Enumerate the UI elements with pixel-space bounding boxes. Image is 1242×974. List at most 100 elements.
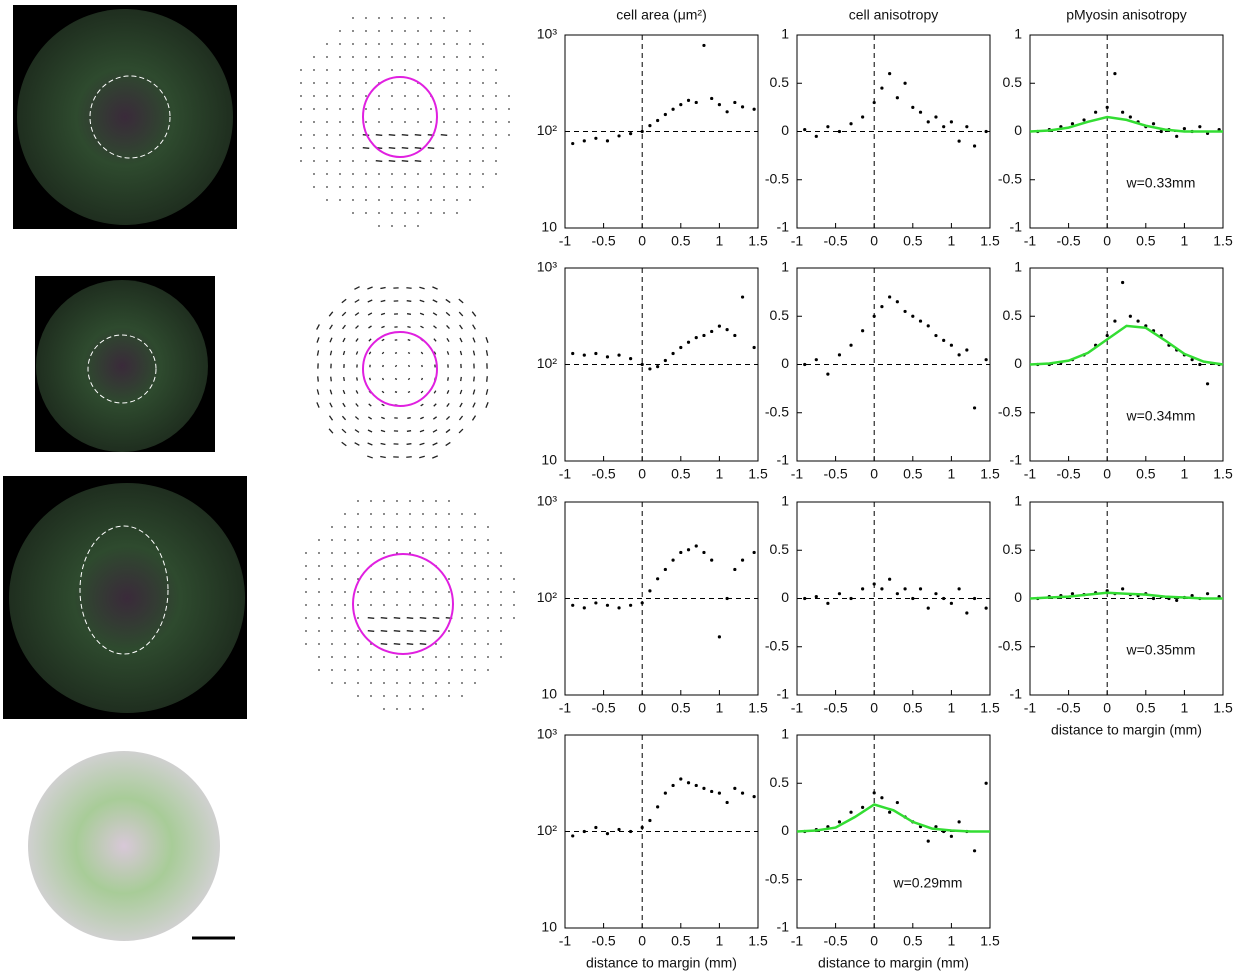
data-point: [895, 300, 899, 304]
y-tick-label: 0.5: [770, 541, 790, 557]
data-point: [648, 589, 652, 593]
data-point: [926, 324, 930, 328]
data-point: [594, 136, 598, 140]
data-point: [1128, 115, 1132, 119]
data-point: [837, 129, 842, 134]
data-point: [926, 839, 930, 843]
data-point: [686, 98, 691, 103]
x-tick-label: -1: [791, 233, 804, 249]
vector-tick: [381, 377, 385, 381]
data-point: [656, 577, 660, 581]
y-tick-label: 0: [781, 589, 789, 605]
vector-tick: [446, 324, 450, 330]
x-tick-label: 1: [716, 700, 724, 716]
vector-tick: [446, 390, 450, 394]
vector-tick: [375, 160, 383, 162]
data-point: [629, 357, 633, 361]
y-tick-label: -0.5: [765, 403, 789, 419]
vector-tick: [367, 455, 373, 459]
data-point: [872, 314, 876, 318]
vector-tick: [355, 403, 359, 407]
vector-tick: [354, 442, 360, 446]
data-point: [826, 125, 830, 129]
data-point: [605, 355, 610, 359]
x-tick-label: 1.5: [980, 933, 1000, 949]
vector-tick: [414, 134, 422, 136]
data-point: [880, 86, 884, 90]
data-point: [918, 319, 923, 323]
x-tick-label: -1: [559, 233, 572, 249]
vector-tick: [458, 428, 464, 434]
vector-tick: [472, 350, 476, 356]
vector-tick: [419, 299, 425, 303]
data-point: [849, 596, 853, 601]
tissue: [17, 9, 233, 225]
data-point: [605, 603, 610, 607]
vector-tick: [485, 337, 489, 343]
x-tick-label: 0: [1103, 233, 1111, 249]
data-point: [640, 129, 644, 134]
x-tick-label: 0: [638, 933, 646, 949]
vector-tick: [420, 351, 424, 355]
x-tick-label: -0.5: [1057, 466, 1081, 482]
vector-tick: [485, 402, 489, 408]
data-point: [949, 120, 954, 124]
data-point: [872, 582, 876, 586]
x-tick-label: 1.5: [748, 466, 768, 482]
data-point: [725, 327, 729, 332]
vector-tick: [393, 617, 401, 619]
data-point: [814, 134, 818, 138]
vector-tick: [329, 324, 333, 330]
data-point: [949, 834, 954, 838]
data-point: [648, 124, 652, 128]
vector-tick: [407, 364, 411, 368]
vector-tick: [407, 390, 411, 394]
vector-tick: [458, 298, 464, 304]
x-tick-label: 1: [948, 700, 956, 716]
vector-tick: [459, 389, 463, 395]
fit-width-label: w=0.33mm: [1126, 174, 1196, 190]
tissue: [28, 751, 220, 941]
x-tick-label: 0.5: [903, 933, 923, 949]
data-point: [1151, 122, 1156, 126]
data-point: [656, 118, 660, 123]
data-point: [686, 781, 691, 785]
fit-width-label: w=0.29mm: [893, 874, 963, 890]
data-point: [861, 115, 865, 119]
vector-tick: [486, 376, 488, 382]
vector-tick: [433, 390, 437, 394]
data-point: [663, 112, 667, 117]
vector-tick: [367, 286, 373, 290]
vector-tick: [485, 389, 489, 395]
data-point: [717, 791, 722, 795]
fit-curve: [1029, 591, 1223, 600]
vector-tick: [388, 147, 396, 149]
vector-tick: [459, 350, 463, 356]
vector-tick: [362, 147, 370, 149]
vector-tick: [446, 337, 450, 343]
vector-tick: [380, 312, 386, 316]
data-point: [888, 577, 892, 581]
data-point: [984, 358, 988, 362]
vector-tick: [433, 351, 437, 355]
vector-tick: [406, 313, 412, 315]
data-point: [903, 309, 907, 314]
data-point: [911, 596, 915, 601]
data-point: [617, 353, 621, 357]
vector-tick: [342, 337, 346, 343]
data-point: [671, 783, 675, 788]
data-point: [957, 353, 961, 357]
vector-fields: [300, 17, 515, 710]
vector-tick: [447, 377, 449, 381]
data-point: [740, 558, 745, 562]
vector-tick: [473, 376, 475, 382]
data-point: [733, 567, 737, 572]
margin-outline: [79, 525, 169, 655]
data-point: [702, 786, 706, 790]
data-point: [949, 601, 954, 605]
vector-tick: [432, 630, 440, 632]
y-tick-label: -0.5: [998, 170, 1022, 186]
data-point: [1128, 314, 1132, 318]
data-point: [861, 329, 865, 333]
data-point: [605, 139, 610, 143]
